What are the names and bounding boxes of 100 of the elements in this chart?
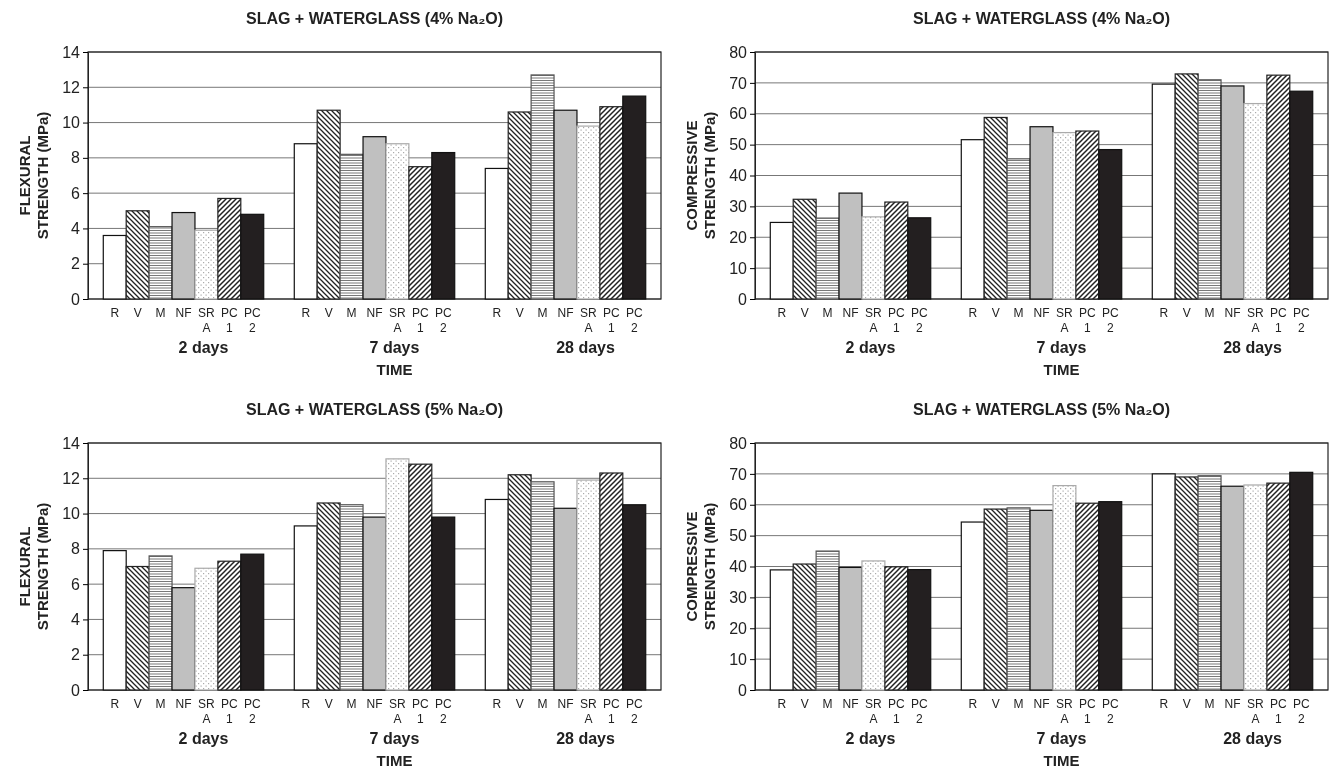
y-tick-label: 12 <box>62 469 81 487</box>
series-label: R <box>110 697 120 711</box>
x-tick-label: 7 days <box>369 339 420 356</box>
text: NF <box>366 697 383 711</box>
series-label: PC 2 <box>910 697 928 726</box>
chart-title: SLAG + WATERGLASS (5% Na₂O) <box>912 401 1171 418</box>
bar <box>194 229 219 300</box>
y-axis-title: COMPRESSIVE STRENGTH (MPa) <box>683 111 718 240</box>
y-tick-label: 2 <box>71 646 81 664</box>
text: M <box>1013 697 1024 711</box>
y-tick-label: 50 <box>729 527 748 545</box>
bar <box>1174 476 1199 691</box>
bar <box>1197 79 1222 300</box>
text: NF <box>1224 697 1241 711</box>
text: V <box>991 306 1000 320</box>
series-label: SR A <box>865 697 883 726</box>
series-label: SR A <box>865 306 883 335</box>
bar <box>362 136 387 300</box>
bar <box>1197 475 1222 691</box>
chart-title: SLAG + WATERGLASS (4% Na₂O) <box>912 10 1171 27</box>
text: PC 1 <box>1079 697 1096 726</box>
y-tick-label: 40 <box>729 558 748 576</box>
bar <box>983 116 1008 300</box>
bar <box>553 507 578 691</box>
bar <box>171 211 196 300</box>
bar <box>983 508 1008 691</box>
bar <box>1006 507 1031 691</box>
text: R <box>492 697 502 711</box>
y-tick-label: 20 <box>729 228 748 246</box>
text: V <box>1182 306 1191 320</box>
text: M <box>1204 306 1215 320</box>
y-tick-label: 14 <box>62 43 81 61</box>
bar <box>1174 73 1199 300</box>
text: M <box>537 306 548 320</box>
text: V <box>324 697 333 711</box>
chart-title: SLAG + WATERGLASS (5% Na₂O) <box>245 401 504 418</box>
bar <box>362 516 387 691</box>
series-label: V <box>133 697 142 711</box>
y-tick-label: 0 <box>71 681 81 699</box>
text: R <box>1159 306 1169 320</box>
bar <box>530 74 555 300</box>
bar <box>507 111 532 300</box>
text: NF <box>1033 306 1050 320</box>
text: SR A <box>580 697 597 726</box>
series-label: PC 1 <box>888 306 906 335</box>
text: M <box>1013 306 1024 320</box>
bar <box>815 550 840 691</box>
text: SR A <box>580 306 597 335</box>
text: PC 2 <box>625 697 643 726</box>
text: V <box>515 697 524 711</box>
bar <box>1052 131 1077 300</box>
x-axis-title: TIME <box>1043 361 1080 378</box>
text: PC 1 <box>1270 697 1287 726</box>
text: M <box>346 697 357 711</box>
series-label: PC 2 <box>243 697 261 726</box>
bar <box>815 217 840 300</box>
x-tick-label: 28 days <box>556 339 615 356</box>
x-tick-label: 2 days <box>845 339 896 356</box>
text: PC 2 <box>1292 697 1310 726</box>
text: SR A <box>1056 306 1073 335</box>
text: SR A <box>389 697 406 726</box>
x-tick-label: 28 days <box>556 730 615 747</box>
bar <box>339 504 364 691</box>
y-tick-label: 80 <box>729 434 748 452</box>
bar <box>171 587 196 691</box>
series-label: M <box>155 306 166 320</box>
series-label: SR A <box>198 697 216 726</box>
x-tick-label: 2 days <box>178 730 229 747</box>
bar <box>960 139 985 300</box>
series-label: PC 1 <box>221 306 239 335</box>
y-tick-label: 8 <box>71 540 81 558</box>
bar <box>102 550 127 691</box>
text: PC 1 <box>603 306 620 335</box>
x-axis-title: TIME <box>376 361 413 378</box>
y-tick-label: 60 <box>729 105 748 123</box>
y-tick-label: 10 <box>62 114 81 132</box>
bar <box>553 109 578 300</box>
text: R <box>968 697 978 711</box>
text: SR A <box>1247 697 1264 726</box>
bar <box>316 109 341 300</box>
text: R <box>968 306 978 320</box>
text: SR A <box>389 306 406 335</box>
bar <box>1151 473 1176 691</box>
bar <box>960 521 985 691</box>
bar <box>125 210 150 300</box>
text: PC 2 <box>434 306 452 335</box>
series-label: NF <box>842 306 859 320</box>
x-tick-label: 7 days <box>369 730 420 747</box>
text: PC 2 <box>434 697 452 726</box>
y-tick-label: 8 <box>71 149 81 167</box>
text: PC 1 <box>412 697 429 726</box>
text: PC 1 <box>603 697 620 726</box>
series-label: NF <box>175 697 192 711</box>
text: PC 2 <box>1101 697 1119 726</box>
bar <box>1029 126 1054 300</box>
bar <box>792 563 817 691</box>
x-tick-label: 2 days <box>845 730 896 747</box>
bar <box>385 143 410 300</box>
text: V <box>991 697 1000 711</box>
text: M <box>1204 697 1215 711</box>
